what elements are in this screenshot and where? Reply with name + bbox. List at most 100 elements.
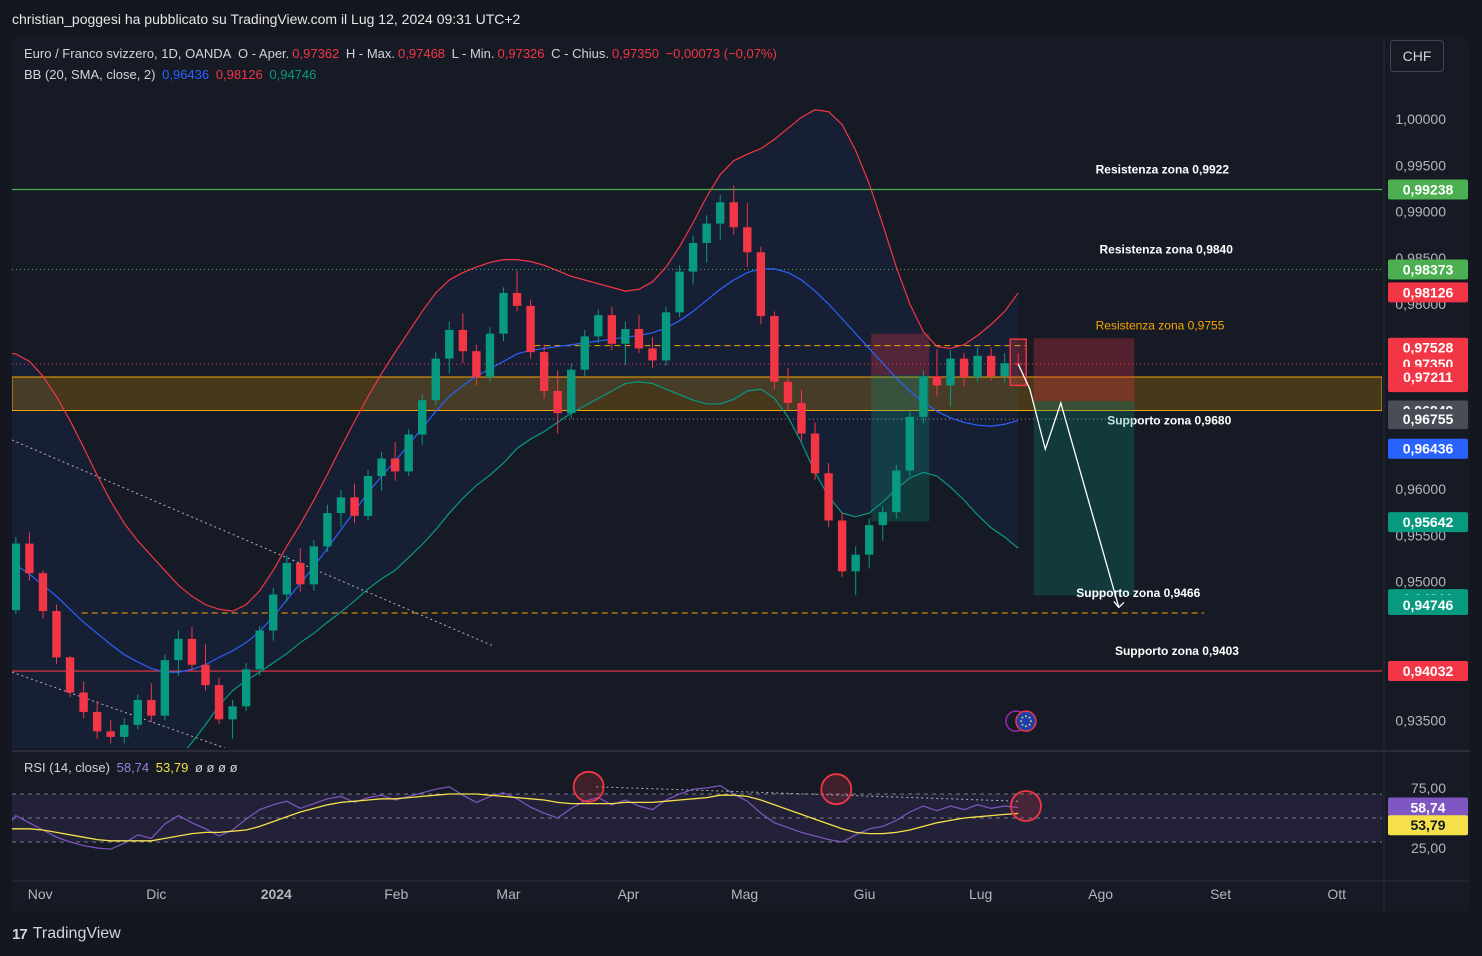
candle-body — [214, 685, 224, 720]
rsi-band-fill — [12, 794, 1382, 842]
low-label: L - Min. — [451, 46, 495, 61]
candle-body — [52, 611, 61, 658]
candle-body — [404, 434, 413, 472]
candle-body — [431, 358, 440, 401]
last-candle-highlight — [1009, 338, 1027, 387]
price-badge-label: 0,96755 — [1403, 411, 1454, 427]
projection-path — [1017, 363, 1120, 608]
candle-body — [959, 358, 969, 378]
rsi-ma-value: 53,79 — [155, 760, 189, 775]
candle-body — [946, 358, 955, 386]
rsi-highlight-circle — [572, 770, 605, 803]
price-badge — [1388, 282, 1468, 303]
candle-body — [851, 554, 860, 572]
candle-body — [38, 573, 48, 612]
low-value: 0,97326 — [497, 46, 545, 61]
rsi-badge-label: 58,74 — [1410, 800, 1445, 816]
candle-body — [336, 497, 346, 514]
high-label: H - Max. — [345, 46, 396, 61]
time-tick-label: 2024 — [261, 886, 292, 902]
price-badge — [1388, 259, 1468, 280]
candle-body — [472, 351, 481, 378]
candle-body — [702, 223, 711, 243]
bb-lower-line — [186, 381, 1019, 748]
price-tick-label: 1,00000 — [1395, 111, 1446, 127]
candle-body — [499, 292, 508, 334]
candle-body — [418, 400, 427, 435]
bb-legend: BB (20, SMA, close, 2) 0,96436 0,98126 0… — [24, 67, 319, 82]
candle-body — [594, 315, 603, 337]
price-badge — [1388, 661, 1468, 682]
candle-body — [783, 381, 793, 403]
rsi-extra: ø ø ø ø — [194, 760, 238, 775]
bb-basis-value: 0,96436 — [162, 67, 210, 82]
tradingview-footer[interactable]: 17 TradingView — [12, 922, 121, 946]
price-tick-label: 0,96000 — [1395, 481, 1446, 497]
time-tick-label: Nov — [28, 886, 53, 902]
symbol-name[interactable]: Euro / Franco svizzero, 1D, OANDA — [24, 46, 232, 61]
time-tick-label: Dic — [146, 886, 166, 902]
bb-upper-line — [12, 109, 1019, 612]
candle-body — [919, 376, 928, 417]
price-badge-label: 0,96436 — [1403, 441, 1454, 457]
eu-star-icon — [1021, 723, 1024, 726]
candle-body — [269, 594, 278, 631]
rsi-badge — [1388, 797, 1468, 818]
projection-arrow-head — [1113, 600, 1125, 609]
open-label: O - Aper. — [237, 46, 290, 61]
rsi-trendline — [596, 786, 1019, 802]
candle-body — [986, 355, 996, 377]
candle-body — [1014, 363, 1023, 365]
price-badge-label: 0,98373 — [1403, 262, 1454, 278]
price-badge-label: 0,99238 — [1403, 182, 1454, 198]
position-stop-zone — [871, 333, 930, 376]
candle-body — [445, 329, 454, 359]
price-badge — [1388, 337, 1468, 358]
bb-label[interactable]: BB (20, SMA, close, 2) — [24, 67, 156, 82]
candle-body — [25, 543, 34, 574]
rsi-ma-line — [12, 793, 1019, 842]
bb-lower-value: 0,94746 — [269, 67, 317, 82]
price-badge-label: 0,97211 — [1403, 369, 1453, 385]
candle-body — [120, 724, 129, 737]
candle-body — [485, 333, 495, 378]
candle-body — [282, 563, 291, 595]
candle-body — [567, 369, 576, 414]
trendline — [12, 439, 493, 646]
price-tick-label: 0,99500 — [1395, 157, 1446, 173]
price-badge — [1388, 179, 1468, 200]
candle-body — [133, 699, 142, 725]
candle-body — [174, 638, 183, 661]
candle-body — [160, 660, 170, 716]
candle-body — [377, 458, 386, 477]
rsi-line — [12, 784, 1019, 850]
candle-body — [892, 470, 901, 513]
candle-body — [241, 669, 251, 707]
candle-body — [323, 513, 332, 547]
rsi-label[interactable]: RSI (14, close) — [24, 760, 110, 775]
time-tick-label: Giu — [854, 886, 876, 902]
candle-body — [729, 202, 738, 228]
position-target-zone — [1033, 401, 1135, 596]
chart-panel[interactable]: Supporto zona 0,9680 Resistenza zona 0,99… — [12, 38, 1470, 911]
eu-star-icon — [1028, 716, 1031, 719]
rsi-tick-label: 25,00 — [1411, 840, 1446, 856]
support-zone-label: Supporto zona 0,9680 — [1107, 413, 1231, 427]
rsi-highlight-circle — [1010, 790, 1042, 822]
candle-body — [1000, 363, 1009, 377]
time-tick-label: Set — [1210, 886, 1231, 902]
price-tick-label: 0,95000 — [1395, 574, 1446, 590]
candle-body — [12, 543, 21, 611]
rsi-ma-badge-label: 53,79 — [1410, 817, 1445, 833]
candle-body — [106, 731, 115, 737]
price-badge — [1388, 595, 1468, 616]
currency-button[interactable]: CHF — [1390, 40, 1444, 72]
candle-body — [526, 305, 535, 353]
support-zone-band — [12, 376, 1382, 411]
price-level-label: Resistenza zona 0,9755 — [1096, 319, 1225, 333]
candle-body — [79, 692, 88, 712]
candle-body — [716, 202, 725, 224]
price-tick-label: 0,93500 — [1395, 712, 1446, 728]
price-chart[interactable]: Supporto zona 0,9680 Resistenza zona 0,99… — [12, 38, 1470, 911]
rsi-value: 58,74 — [116, 760, 150, 775]
